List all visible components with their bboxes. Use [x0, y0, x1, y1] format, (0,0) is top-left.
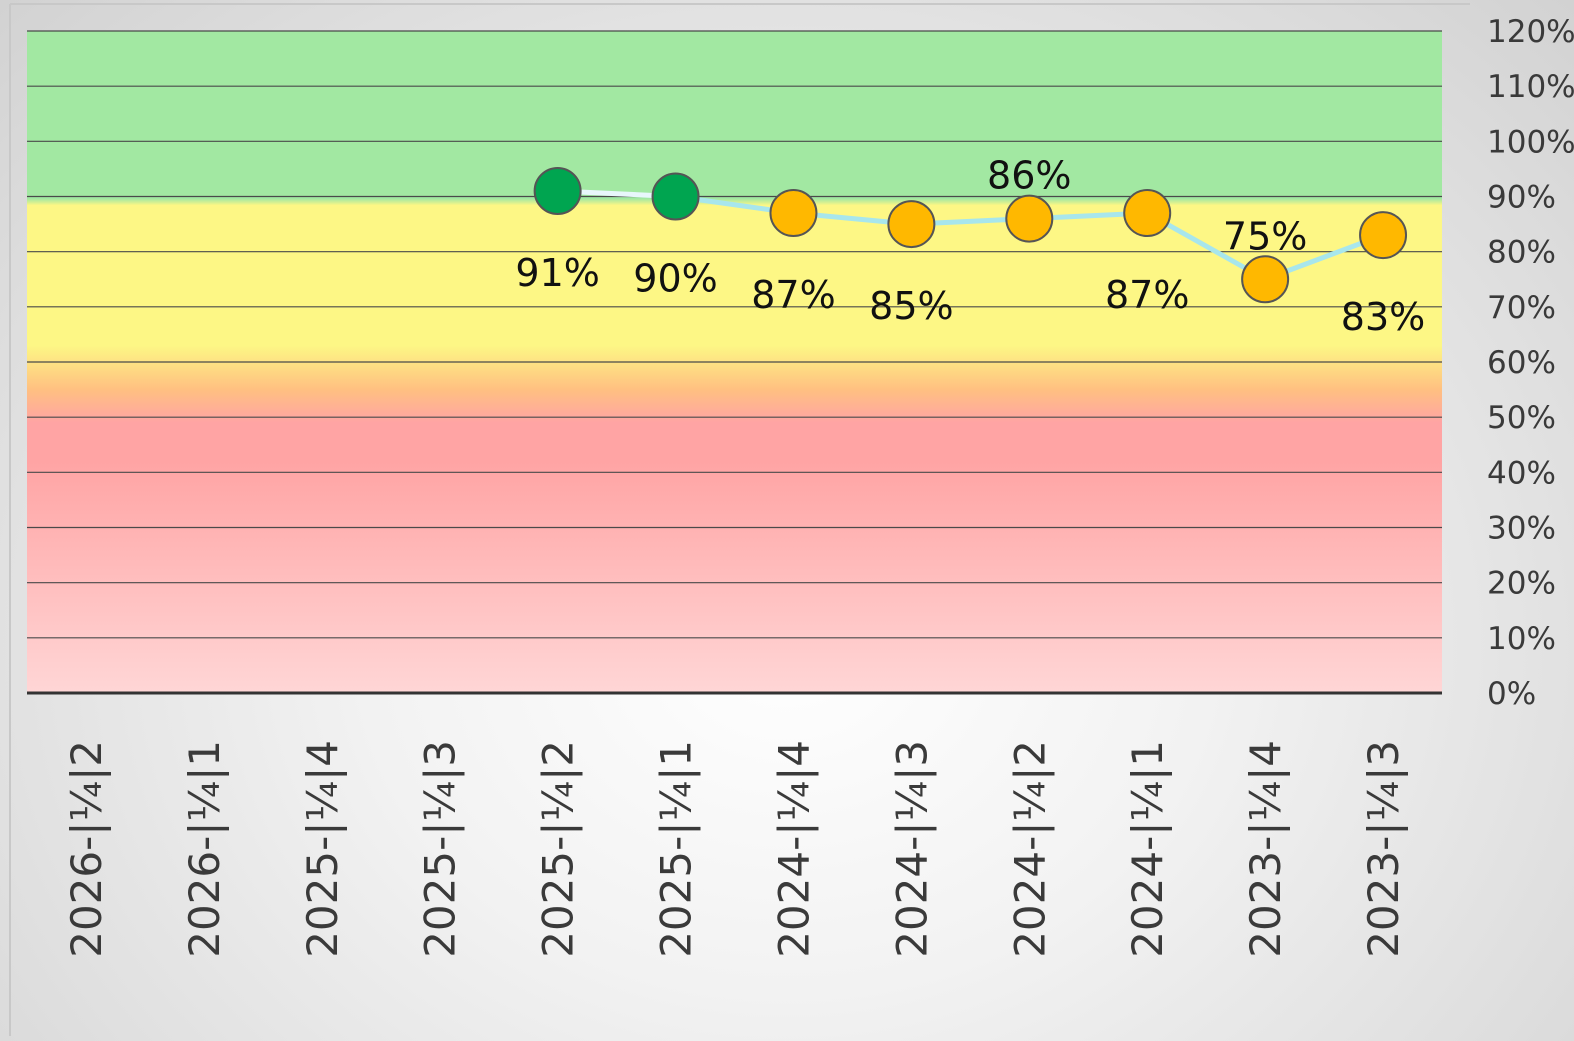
x-tick-label: 2025-|¼|2: [534, 740, 583, 958]
x-tick-label: 2024-|¼|3: [887, 740, 936, 958]
data-point[interactable]: [533, 166, 582, 215]
data-label: 87%: [751, 273, 835, 317]
y-tick-label: 70%: [1487, 290, 1556, 326]
data-label: 90%: [633, 257, 717, 301]
data-point[interactable]: [651, 172, 700, 221]
y-tick-label: 20%: [1487, 566, 1556, 602]
data-point[interactable]: [1123, 189, 1172, 238]
x-tick-label: 2026-|¼|1: [180, 740, 229, 958]
y-tick-label: 110%: [1487, 69, 1574, 105]
data-label: 86%: [987, 154, 1071, 198]
data-point[interactable]: [1359, 211, 1408, 260]
data-label: 85%: [869, 284, 953, 328]
x-tick-label: 2025-|¼|1: [652, 740, 701, 958]
y-tick-label: 40%: [1487, 455, 1556, 491]
data-point[interactable]: [769, 189, 818, 238]
data-point[interactable]: [887, 200, 936, 249]
data-label: 75%: [1223, 214, 1307, 258]
y-tick-label: 10%: [1487, 621, 1556, 657]
x-tick-label: 2024-|¼|1: [1123, 740, 1172, 958]
x-tick-label: 2024-|¼|2: [1005, 740, 1054, 958]
data-point[interactable]: [1005, 194, 1054, 243]
x-tick-label: 2025-|¼|4: [298, 740, 347, 958]
x-tick-label: 2023-|¼|3: [1359, 740, 1408, 958]
y-tick-label: 0%: [1487, 676, 1536, 712]
y-tick-label: 50%: [1487, 400, 1556, 436]
y-tick-label: 120%: [1487, 14, 1574, 50]
x-tick-label: 2024-|¼|4: [769, 740, 818, 958]
x-tick-label: 2023-|¼|4: [1241, 740, 1290, 958]
y-tick-label: 80%: [1487, 235, 1556, 271]
data-label: 83%: [1341, 295, 1425, 339]
x-tick-label: 2025-|¼|3: [416, 740, 465, 958]
y-tick-label: 60%: [1487, 345, 1556, 381]
y-tick-label: 100%: [1487, 124, 1574, 160]
y-axis-ticks: 0% 10% 20% 30% 40% 50% 60% 70% 80% 90% 100% 110% 120…: [1487, 14, 1574, 712]
x-tick-label: 2026-|¼|2: [62, 740, 111, 958]
y-tick-label: 30%: [1487, 511, 1556, 547]
gridlines: [27, 30, 1442, 695]
data-label: 87%: [1105, 273, 1189, 317]
data-point[interactable]: [1241, 255, 1290, 304]
x-axis-ticks: 2026-|¼|2 2026-|¼|1 2025-|¼|4 2025-|¼|3 2025…: [62, 740, 1408, 958]
series-1: [533, 166, 1408, 304]
data-label: 91%: [515, 251, 599, 295]
data-labels: 91% 90% 87% 85% 86% 87% 75% 83%: [515, 154, 1425, 340]
y-tick-label: 90%: [1487, 180, 1556, 216]
